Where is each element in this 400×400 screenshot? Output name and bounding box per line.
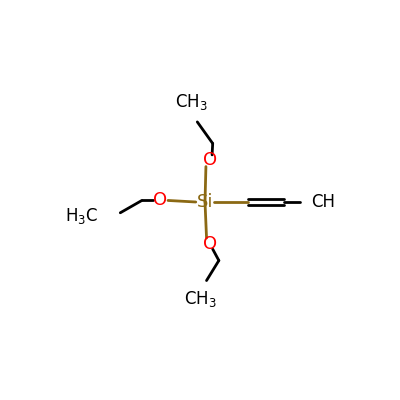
- Text: O: O: [153, 192, 168, 210]
- Text: CH$_3$: CH$_3$: [184, 289, 217, 309]
- Text: O: O: [202, 152, 217, 170]
- Text: O: O: [202, 234, 217, 252]
- Text: H$_3$C: H$_3$C: [65, 206, 98, 226]
- Text: CH$_3$: CH$_3$: [175, 92, 208, 112]
- Text: CH: CH: [311, 193, 335, 211]
- Text: Si: Si: [197, 193, 213, 211]
